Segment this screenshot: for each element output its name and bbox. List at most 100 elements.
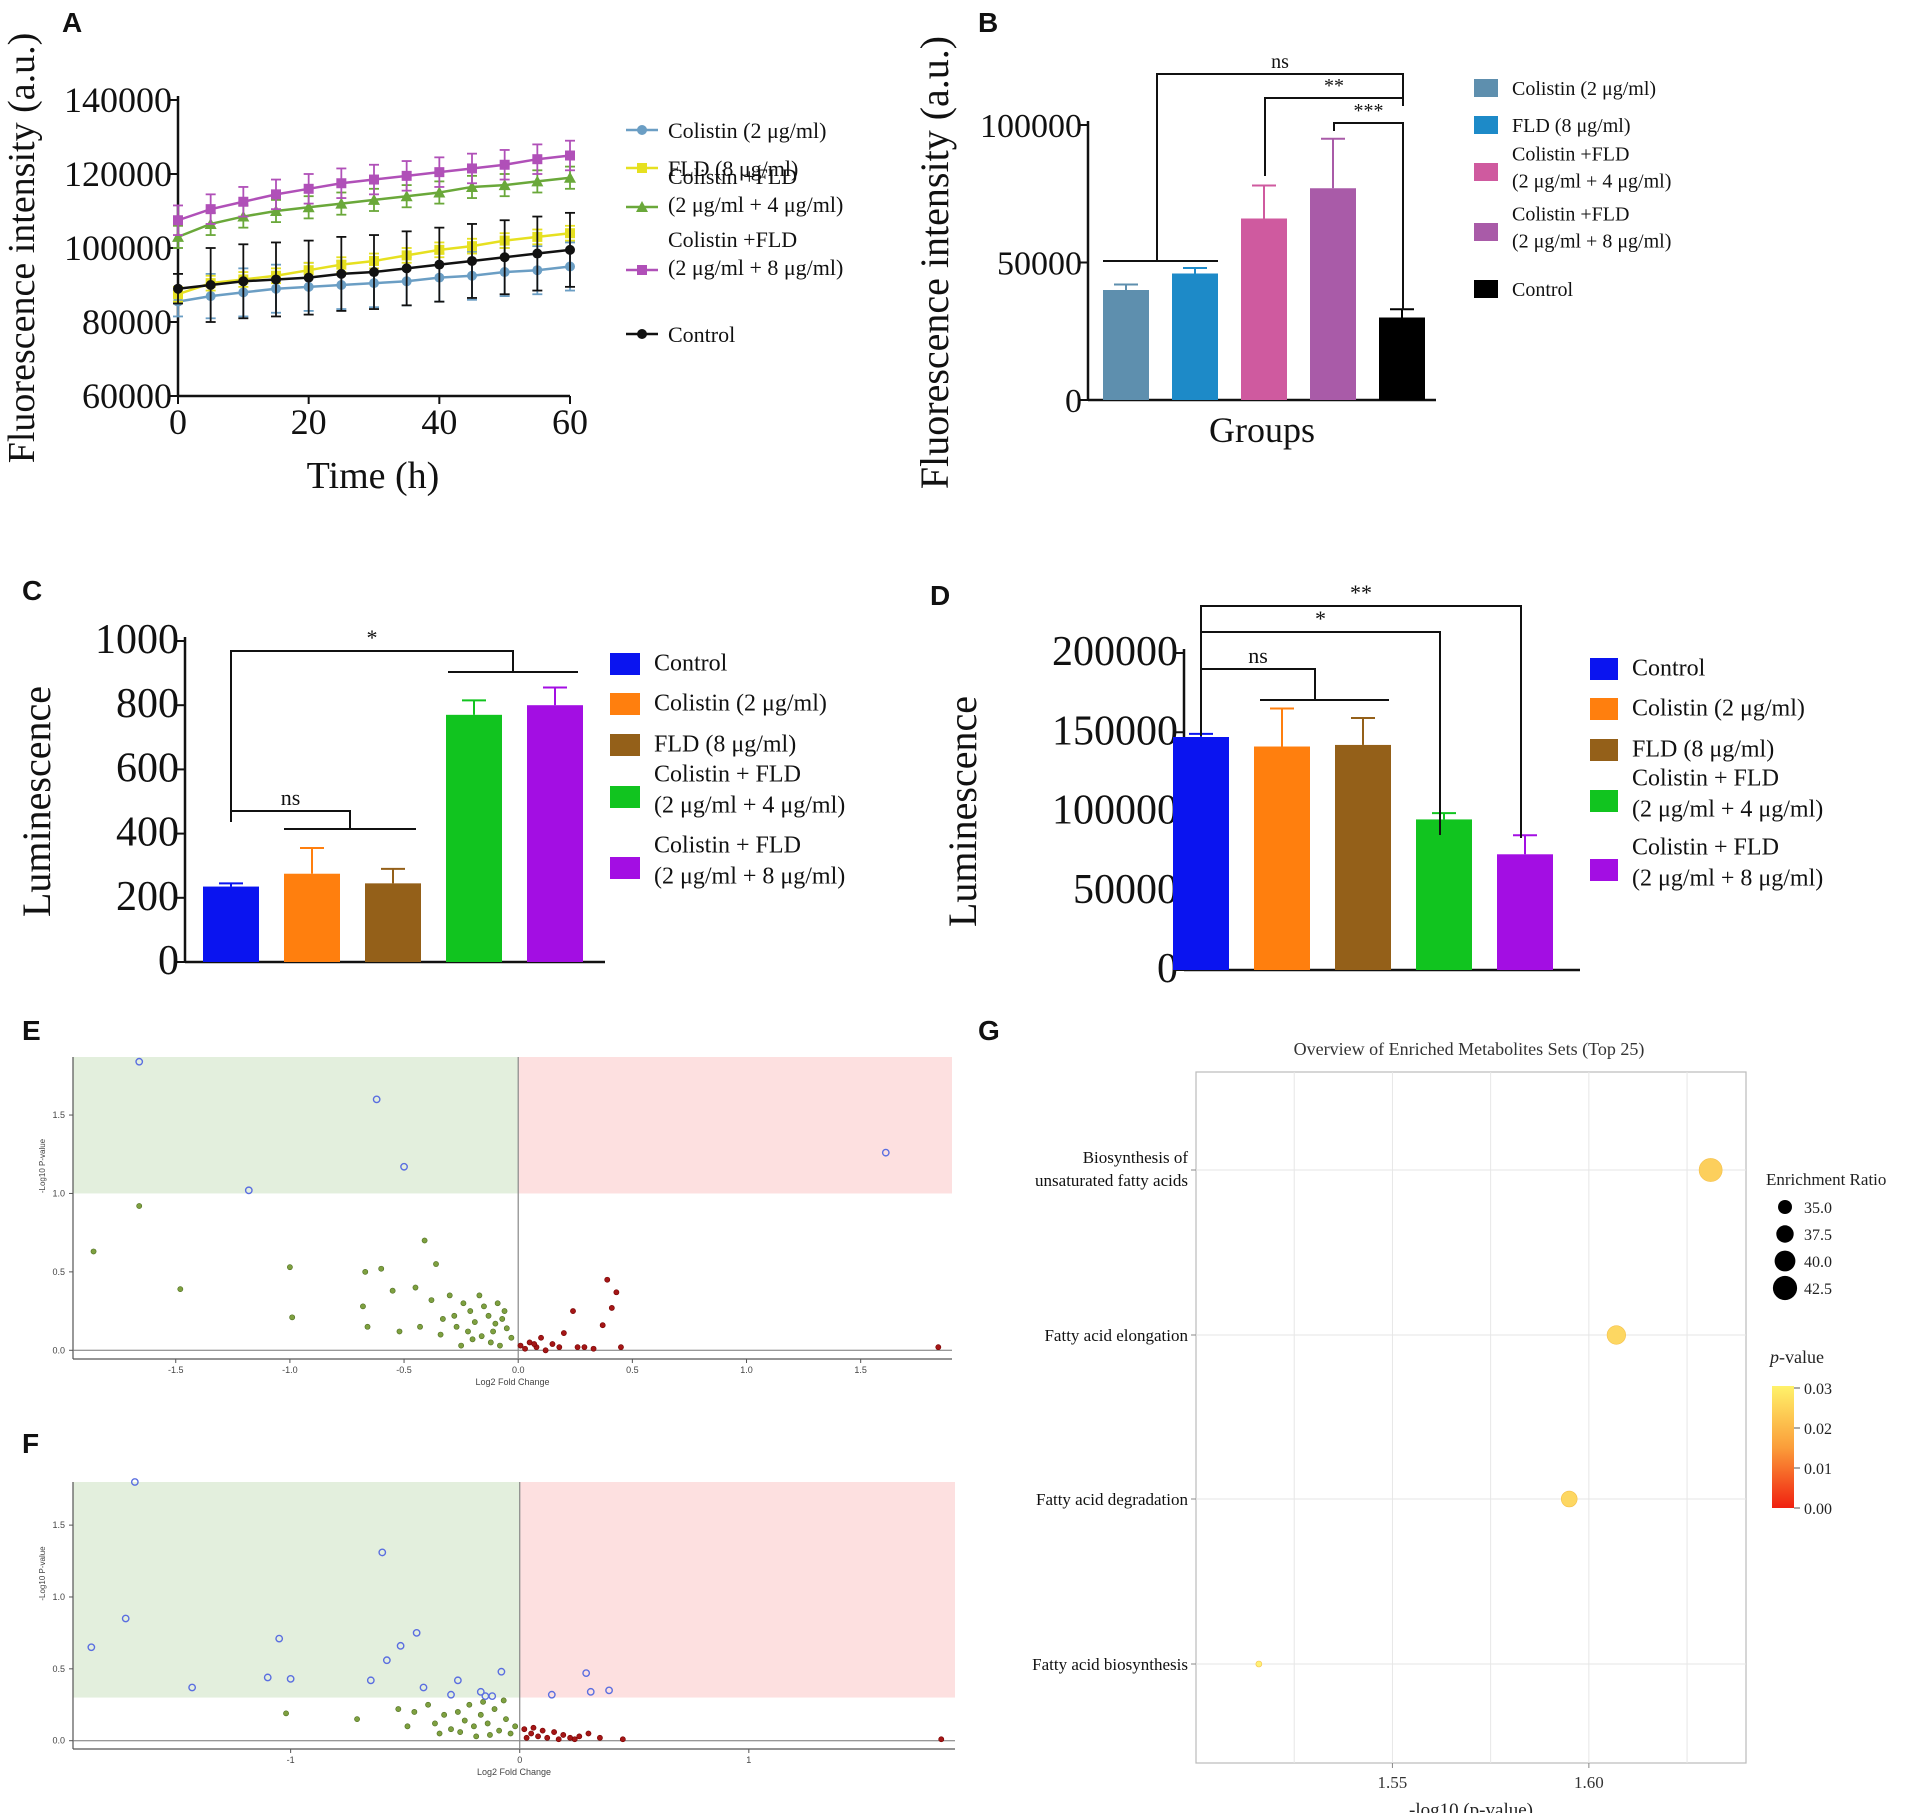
legend-label: Control [1512, 279, 1574, 301]
point-not-significant [461, 1717, 468, 1724]
legend-swatch [610, 734, 640, 756]
legend-swatch [610, 693, 640, 715]
point-not-significant [507, 1730, 514, 1737]
point-significant [447, 1690, 455, 1699]
data-point [532, 154, 543, 165]
point-not-significant [458, 1342, 465, 1349]
point-not-significant [487, 1732, 493, 1738]
point-upregulated [599, 1322, 606, 1329]
x-tick-label: 60 [552, 402, 588, 442]
y-tick-label: 150000 [1052, 708, 1178, 754]
y-tick-label: 0 [1157, 946, 1178, 992]
x-axis-label: -log10 (p-value) [1409, 1800, 1533, 1813]
panel-b-bar-chart: 0 50000 100000 Groups Fluorescence intensity… [912, 36, 1671, 489]
legend-label: Colistin (2 μg/ml) [1632, 695, 1805, 721]
data-point [369, 267, 379, 278]
point-not-significant [432, 1720, 438, 1727]
up-regulated-region [518, 1057, 952, 1194]
x-tick-label: 1 [746, 1755, 751, 1765]
data-point [335, 197, 348, 209]
point-not-significant [467, 1308, 474, 1314]
point-not-significant [471, 1319, 478, 1325]
point-not-significant [425, 1701, 431, 1708]
color-legend-label: 0.01 [1804, 1461, 1832, 1478]
point-not-significant [457, 1729, 464, 1735]
point-upregulated [574, 1344, 581, 1351]
point-significant [881, 1148, 890, 1157]
significance-label: ns [281, 785, 301, 810]
point-not-significant [378, 1265, 385, 1272]
legend-marker [637, 329, 647, 339]
plot-frame [1195, 1071, 1747, 1764]
point-upregulated [551, 1729, 557, 1735]
bar [446, 714, 502, 962]
y-tick-label: 0.0 [52, 1736, 65, 1746]
point-upregulated [613, 1289, 620, 1296]
bubble-point [1255, 1660, 1263, 1668]
y-tick-label: 120000 [64, 154, 172, 194]
color-legend-label: 0.02 [1804, 1421, 1832, 1438]
point-not-significant [494, 1300, 501, 1307]
y-axis-label: Fluorescence intensity (a.u.) [1, 33, 43, 464]
panel-g-bubble-chart: Overview of Enriched Metabolites Sets (T… [1032, 1039, 1886, 1813]
point-upregulated [544, 1734, 551, 1741]
y-tick-label: 100000 [1052, 788, 1178, 834]
point-upregulated [517, 1342, 524, 1349]
legend-label: Colistin (2 μg/ml) [1512, 78, 1656, 100]
point-upregulated [549, 1341, 556, 1347]
legend-marker [637, 163, 647, 173]
y-tick-label: 0.0 [52, 1345, 65, 1355]
point-significant [582, 1669, 591, 1678]
y-tick-label: 0 [1065, 383, 1082, 420]
point-significant [286, 1674, 295, 1683]
panel-letter-a: A [62, 7, 82, 38]
x-tick-label: 0 [169, 402, 187, 442]
x-tick-label: -1.0 [282, 1365, 298, 1375]
point-significant [244, 1186, 253, 1195]
y-tick-label: 600 [116, 745, 179, 791]
down-regulated-region [73, 1482, 520, 1698]
point-not-significant [437, 1331, 444, 1338]
significance-label: *** [1354, 100, 1384, 122]
legend-label: Control [654, 650, 728, 676]
y-tick-label: 200000 [1052, 629, 1178, 675]
data-point [303, 183, 314, 194]
y-tick-label: 50000 [997, 246, 1082, 283]
point-not-significant [136, 1203, 143, 1209]
data-point [401, 170, 412, 181]
bar [1103, 290, 1149, 400]
legend-swatch [610, 786, 640, 808]
point-upregulated [581, 1344, 588, 1351]
bar [527, 705, 583, 962]
data-point [499, 159, 510, 170]
point-not-significant [491, 1706, 498, 1712]
x-tick-label: 40 [421, 402, 457, 442]
data-point [467, 255, 477, 266]
point-not-significant [433, 1261, 439, 1267]
point-significant [366, 1676, 375, 1685]
point-not-significant [283, 1710, 289, 1717]
point-upregulated [528, 1730, 535, 1737]
bar [284, 873, 340, 962]
data-point [336, 178, 347, 189]
point-not-significant [362, 1268, 369, 1275]
point-significant [378, 1548, 387, 1557]
point-upregulated [556, 1344, 563, 1351]
point-not-significant [395, 1706, 402, 1712]
point-not-significant [460, 1300, 467, 1307]
up-regulated-region [519, 1482, 955, 1698]
point-upregulated [531, 1341, 538, 1347]
data-point [205, 204, 216, 215]
point-not-significant [465, 1328, 471, 1335]
data-point [271, 189, 281, 200]
color-legend-label: 0.00 [1804, 1501, 1832, 1518]
point-not-significant [499, 1316, 506, 1322]
data-point [564, 171, 576, 183]
bar [1172, 273, 1218, 400]
point-not-significant [411, 1709, 418, 1715]
significance-label: * [1315, 606, 1326, 631]
point-significant [547, 1690, 556, 1699]
y-axis-label: Fluorescence intensity (a.u.) [912, 36, 957, 489]
x-axis-label: Groups [1209, 410, 1315, 450]
